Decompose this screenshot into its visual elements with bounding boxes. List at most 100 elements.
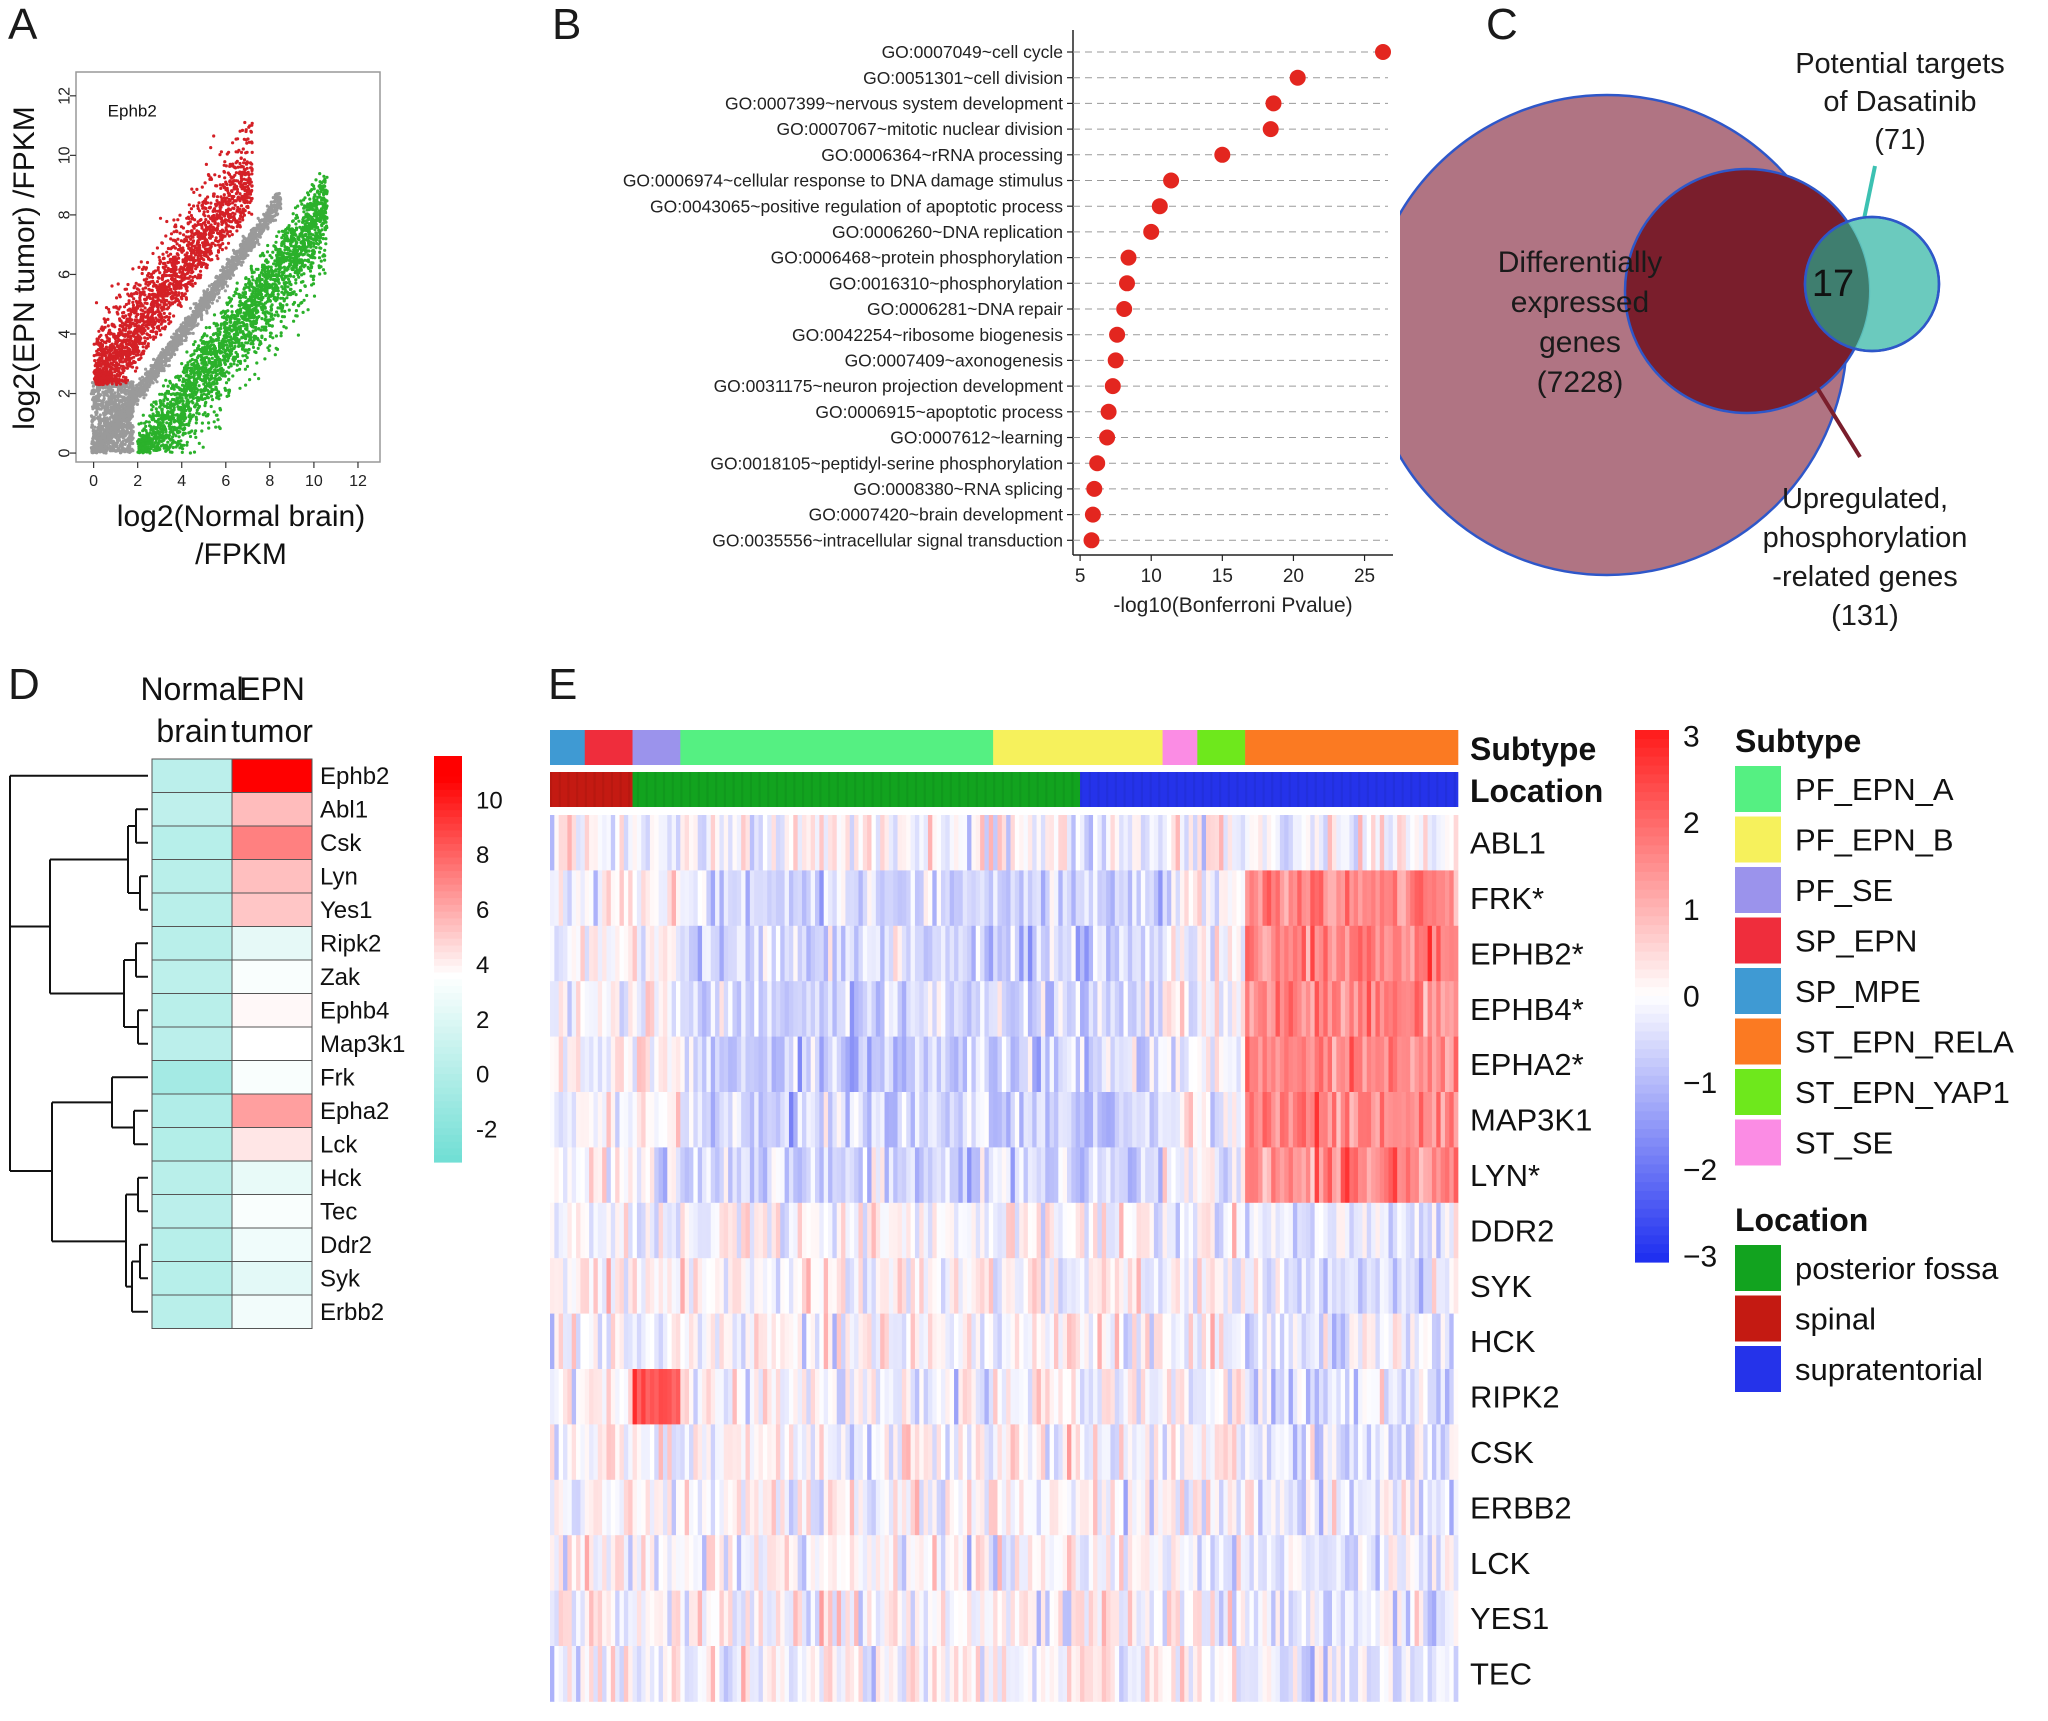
point-up-regulated — [143, 336, 147, 340]
point-up-regulated — [127, 301, 131, 305]
point-up-regulated — [111, 351, 115, 355]
point-up-regulated — [233, 165, 237, 169]
point-not-significant — [111, 405, 115, 409]
point-not-significant — [90, 381, 95, 385]
point-up-regulated — [102, 317, 106, 321]
point-up-regulated — [247, 180, 251, 184]
point-not-significant — [223, 289, 227, 293]
point-not-significant — [115, 448, 120, 452]
point-down-regulated — [318, 250, 322, 254]
point-not-significant — [109, 421, 113, 425]
point-up-regulated — [167, 285, 171, 289]
point-up-regulated — [142, 349, 146, 353]
point-up-regulated — [160, 241, 164, 245]
point-up-regulated — [227, 207, 231, 211]
point-up-regulated — [92, 354, 96, 358]
point-not-significant — [113, 391, 117, 395]
point-up-regulated — [221, 213, 226, 217]
point-not-significant — [127, 386, 131, 390]
point-not-significant — [117, 429, 121, 433]
point-up-regulated — [117, 369, 121, 374]
point-up-regulated — [176, 282, 181, 286]
point-up-regulated — [156, 308, 160, 312]
point-not-significant — [253, 242, 257, 246]
point-not-significant — [116, 410, 120, 414]
point-not-significant — [251, 235, 256, 239]
point-up-regulated — [203, 228, 207, 232]
point-not-significant — [110, 445, 114, 449]
point-up-regulated — [243, 209, 247, 213]
point-not-significant — [238, 243, 242, 247]
point-not-significant — [134, 396, 138, 400]
point-not-significant — [195, 308, 199, 312]
point-not-significant — [90, 440, 94, 444]
point-up-regulated — [186, 271, 190, 275]
point-not-significant — [187, 318, 191, 322]
point-up-regulated — [187, 257, 191, 261]
point-not-significant — [90, 419, 94, 423]
point-up-regulated — [167, 305, 171, 310]
point-up-regulated — [117, 293, 121, 297]
point-up-regulated — [145, 301, 149, 306]
point-up-regulated — [226, 241, 231, 245]
point-up-regulated — [228, 220, 232, 224]
point-up-regulated — [167, 300, 171, 304]
point-up-regulated — [179, 274, 183, 278]
point-up-regulated — [181, 271, 185, 275]
point-up-regulated — [133, 323, 137, 327]
point-up-regulated — [192, 204, 196, 208]
point-not-significant — [257, 234, 261, 238]
point-up-regulated — [158, 258, 162, 262]
point-up-regulated — [131, 341, 135, 346]
point-up-regulated — [233, 203, 237, 207]
point-up-regulated — [222, 230, 226, 234]
point-up-regulated — [138, 283, 142, 287]
point-not-significant — [207, 304, 211, 308]
point-not-significant — [102, 411, 106, 415]
point-not-significant — [249, 246, 253, 250]
point-up-regulated — [181, 258, 185, 262]
point-up-regulated — [145, 277, 149, 281]
point-not-significant — [210, 301, 214, 305]
point-up-regulated — [230, 225, 234, 229]
point-up-regulated — [197, 209, 202, 213]
point-not-significant — [167, 363, 171, 368]
point-up-regulated — [181, 246, 185, 250]
point-not-significant — [231, 264, 235, 268]
point-up-regulated — [128, 316, 132, 321]
point-up-regulated — [142, 320, 146, 325]
point-up-regulated — [244, 129, 248, 134]
point-up-regulated — [159, 312, 163, 317]
point-not-significant — [122, 416, 126, 420]
panel-label-d: D — [8, 660, 40, 709]
point-up-regulated — [97, 352, 101, 356]
point-up-regulated — [124, 381, 128, 385]
point-up-regulated — [236, 208, 240, 212]
point-up-regulated — [97, 380, 101, 384]
point-up-regulated — [238, 171, 242, 175]
point-up-regulated — [172, 314, 176, 318]
point-up-regulated — [106, 324, 110, 328]
point-up-regulated — [216, 257, 220, 261]
point-up-regulated — [225, 211, 230, 215]
point-not-significant — [165, 350, 169, 355]
point-not-significant — [271, 218, 275, 223]
point-up-regulated — [148, 281, 152, 286]
point-up-regulated — [135, 366, 139, 370]
point-up-regulated — [183, 284, 188, 288]
point-not-significant — [108, 437, 112, 441]
point-up-regulated — [142, 265, 146, 269]
point-up-regulated — [168, 288, 172, 292]
point-not-significant — [125, 424, 129, 428]
point-not-significant — [135, 388, 139, 392]
point-up-regulated — [241, 147, 245, 151]
point-up-regulated — [137, 265, 141, 269]
point-up-regulated — [207, 256, 211, 261]
point-up-regulated — [130, 294, 134, 298]
point-up-regulated — [204, 162, 208, 166]
point-up-regulated — [124, 359, 128, 363]
point-up-regulated — [115, 355, 119, 359]
point-not-significant — [120, 429, 124, 433]
point-not-significant — [181, 321, 185, 325]
